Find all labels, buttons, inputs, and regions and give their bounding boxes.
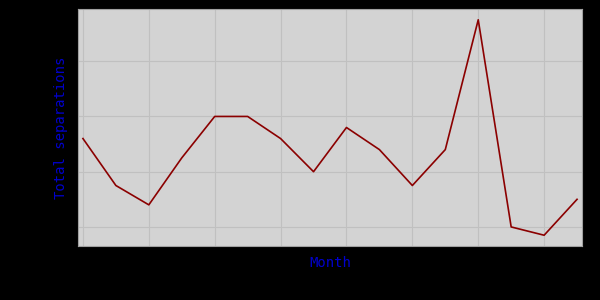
X-axis label: Month: Month [309,256,351,270]
Y-axis label: Total separations: Total separations [53,56,68,199]
